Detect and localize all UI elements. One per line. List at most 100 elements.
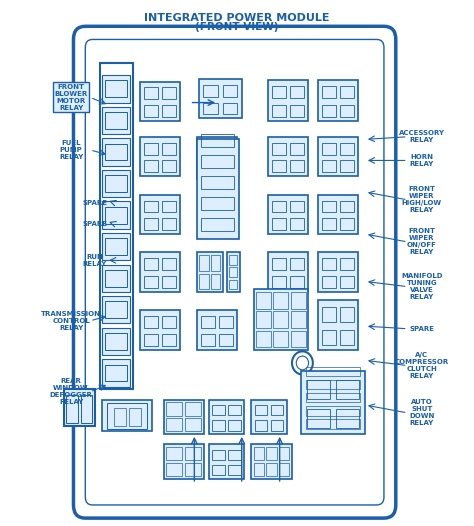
- Bar: [166, 402, 182, 416]
- Bar: [228, 450, 241, 460]
- Bar: [266, 463, 276, 476]
- Text: SPARE: SPARE: [82, 199, 107, 206]
- Bar: [102, 138, 130, 166]
- Bar: [321, 200, 336, 213]
- Text: A/C
COMPRESSOR
CLUTCH
RELAY: A/C COMPRESSOR CLUTCH RELAY: [395, 352, 449, 379]
- Bar: [228, 420, 241, 430]
- Bar: [279, 463, 289, 476]
- Bar: [229, 255, 237, 265]
- Bar: [321, 160, 336, 173]
- Text: AUTO
SHUT
DOWN
RELAY: AUTO SHUT DOWN RELAY: [409, 399, 435, 427]
- Text: ACCESSORY
RELAY: ACCESSORY RELAY: [399, 130, 445, 143]
- Bar: [209, 444, 244, 479]
- Bar: [201, 155, 234, 168]
- Bar: [144, 316, 158, 328]
- Bar: [255, 420, 267, 430]
- Bar: [340, 330, 354, 345]
- Bar: [185, 418, 201, 431]
- Bar: [290, 276, 304, 288]
- Bar: [66, 394, 78, 423]
- Bar: [268, 137, 308, 176]
- Bar: [199, 274, 209, 289]
- Bar: [321, 276, 336, 288]
- Bar: [211, 255, 220, 271]
- Bar: [203, 103, 218, 115]
- Bar: [212, 139, 222, 157]
- Bar: [102, 265, 130, 292]
- Bar: [140, 82, 180, 121]
- Bar: [318, 300, 358, 350]
- Bar: [162, 276, 176, 288]
- Bar: [272, 160, 286, 173]
- Bar: [162, 316, 176, 328]
- Bar: [268, 195, 308, 234]
- Bar: [140, 310, 180, 350]
- Bar: [100, 63, 133, 389]
- Bar: [102, 328, 130, 355]
- Bar: [272, 200, 286, 213]
- Bar: [340, 307, 354, 322]
- Text: SPARE: SPARE: [82, 220, 107, 227]
- Bar: [256, 330, 271, 347]
- Text: RUN
RELAY: RUN RELAY: [82, 254, 107, 267]
- Bar: [340, 160, 354, 173]
- Bar: [166, 463, 182, 476]
- Bar: [340, 200, 354, 213]
- Bar: [219, 334, 233, 346]
- Bar: [318, 195, 358, 234]
- Bar: [164, 400, 204, 434]
- Bar: [197, 252, 223, 292]
- Bar: [229, 280, 237, 289]
- Bar: [162, 160, 176, 173]
- Bar: [272, 143, 286, 155]
- Text: FRONT
WIPER
ON/OFF
RELAY: FRONT WIPER ON/OFF RELAY: [407, 228, 437, 256]
- Bar: [272, 276, 286, 288]
- Bar: [199, 255, 209, 271]
- Bar: [273, 311, 288, 328]
- Bar: [203, 85, 218, 97]
- Bar: [229, 267, 237, 277]
- Bar: [301, 371, 365, 434]
- Bar: [290, 86, 304, 98]
- Bar: [290, 200, 304, 213]
- Bar: [340, 86, 354, 98]
- Bar: [321, 258, 336, 270]
- Bar: [102, 233, 130, 260]
- Bar: [321, 86, 336, 98]
- Bar: [279, 447, 289, 460]
- Bar: [291, 292, 306, 309]
- Bar: [254, 289, 308, 350]
- Bar: [251, 400, 287, 434]
- Bar: [140, 195, 180, 234]
- Bar: [102, 201, 130, 229]
- Bar: [197, 137, 237, 179]
- Bar: [102, 359, 130, 387]
- Bar: [105, 365, 127, 381]
- Bar: [201, 218, 234, 231]
- Bar: [114, 408, 126, 426]
- Bar: [212, 159, 222, 176]
- Bar: [162, 87, 176, 99]
- Bar: [105, 270, 127, 287]
- Bar: [162, 258, 176, 270]
- Text: HORN
RELAY: HORN RELAY: [410, 154, 434, 167]
- Bar: [199, 139, 210, 157]
- Bar: [273, 292, 288, 309]
- Bar: [224, 139, 235, 157]
- Bar: [273, 330, 288, 347]
- Bar: [290, 143, 304, 155]
- Text: INTEGRATED POWER MODULE: INTEGRATED POWER MODULE: [144, 13, 330, 24]
- Bar: [166, 418, 182, 431]
- Bar: [228, 465, 241, 476]
- Text: FUEL
PUMP
RELAY: FUEL PUMP RELAY: [59, 140, 83, 160]
- Bar: [256, 292, 271, 309]
- Bar: [318, 252, 358, 292]
- Bar: [129, 408, 141, 426]
- Bar: [197, 139, 239, 239]
- Bar: [307, 409, 330, 428]
- Bar: [271, 420, 283, 430]
- Bar: [321, 330, 336, 345]
- Text: FRONT
WIPER
HIGH/LOW
RELAY: FRONT WIPER HIGH/LOW RELAY: [402, 186, 442, 214]
- Bar: [268, 80, 308, 121]
- Bar: [321, 105, 336, 117]
